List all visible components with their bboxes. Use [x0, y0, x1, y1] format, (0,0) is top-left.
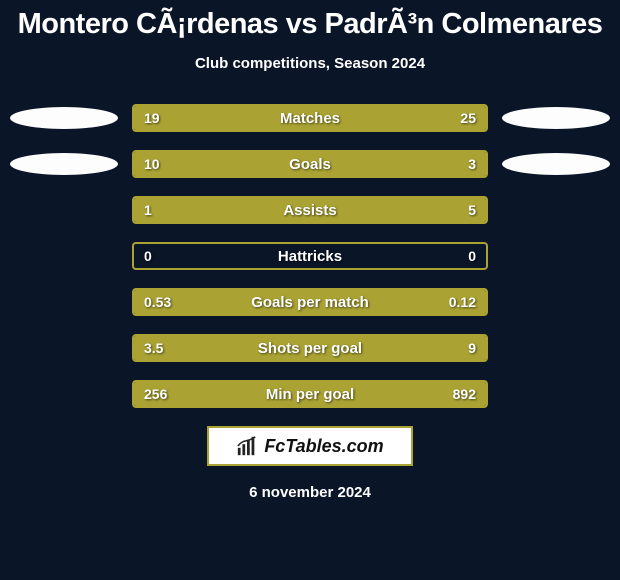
bar-fill-left	[134, 336, 233, 360]
stat-bar: Assists15	[132, 196, 488, 224]
player-right-icon	[502, 107, 610, 129]
stat-row: Goals per match0.530.12	[0, 288, 620, 316]
subtitle: Club competitions, Season 2024	[0, 55, 620, 72]
stat-bar: Matches1925	[132, 104, 488, 132]
stat-row: Assists15	[0, 196, 620, 224]
bar-fill-right	[423, 290, 486, 314]
bar-fill-right	[285, 106, 486, 130]
stat-row: Min per goal256892	[0, 380, 620, 408]
stat-bar: Shots per goal3.59	[132, 334, 488, 362]
stat-row: Hattricks0 0	[0, 242, 620, 270]
logo-text: FcTables.com	[264, 436, 383, 457]
page-title: Montero CÃ¡rdenas vs PadrÃ³n Colmenares	[0, 0, 620, 41]
player-right-icon	[502, 153, 610, 175]
date-label: 6 november 2024	[0, 484, 620, 501]
stat-row: Shots per goal3.59	[0, 334, 620, 362]
stat-bar: Hattricks0 0	[132, 242, 488, 270]
stat-bar: Goals per match0.530.12	[132, 288, 488, 316]
bars-trend-icon	[236, 435, 258, 457]
player-left-icon	[10, 107, 118, 129]
bar-fill-right	[211, 382, 486, 406]
bar-fill-right	[405, 152, 486, 176]
stat-value-left: 0	[144, 244, 152, 268]
bar-fill-left	[134, 382, 211, 406]
player-left-icon	[10, 153, 118, 175]
bar-fill-right	[194, 198, 486, 222]
stat-value-right: 0	[468, 244, 476, 268]
stat-row: Goals103	[0, 150, 620, 178]
bar-fill-left	[134, 152, 405, 176]
stat-row: Matches1925	[0, 104, 620, 132]
bar-fill-right	[233, 336, 486, 360]
stat-label: Hattricks	[134, 244, 486, 268]
stat-bar: Min per goal256892	[132, 380, 488, 408]
stat-bar: Goals103	[132, 150, 488, 178]
logo-box: FcTables.com	[207, 426, 413, 466]
bar-fill-left	[134, 198, 194, 222]
bar-fill-left	[134, 106, 285, 130]
bar-fill-left	[134, 290, 423, 314]
stats-container: Matches1925 Goals103 Assists15 Hattricks0 0 G…	[0, 104, 620, 408]
